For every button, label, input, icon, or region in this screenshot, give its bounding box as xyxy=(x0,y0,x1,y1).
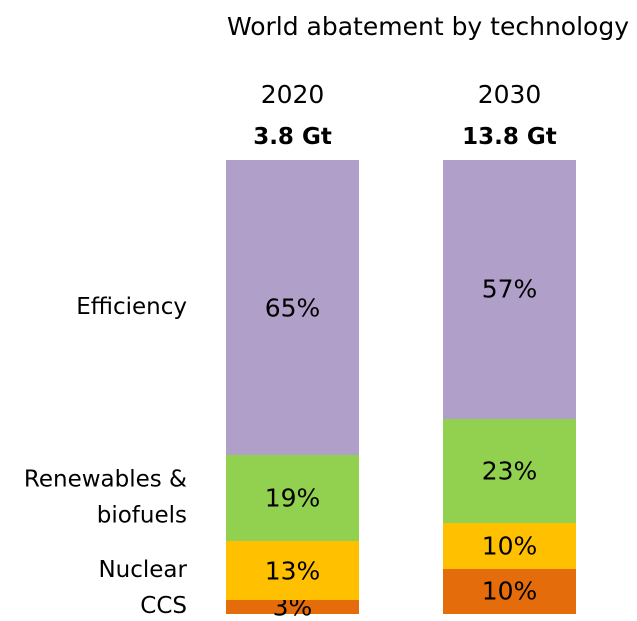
value-label: 10% xyxy=(481,576,538,606)
total-label: 13.8 Gt xyxy=(462,124,557,150)
series-label: CCS xyxy=(140,593,187,620)
series-label: Efficiency xyxy=(76,293,187,320)
chart-title: World abatement by technology xyxy=(226,12,629,41)
bar-segment xyxy=(443,160,576,419)
bar-segment xyxy=(226,541,359,601)
bar-segment xyxy=(226,160,359,456)
category-label: 2020 xyxy=(260,80,325,109)
value-label: 13% xyxy=(264,556,321,586)
bar-segment xyxy=(443,568,576,614)
bar-segment xyxy=(226,455,359,542)
bar-segment xyxy=(443,418,576,524)
bar-segment xyxy=(443,523,576,569)
bar-segment xyxy=(226,600,359,614)
value-label: 23% xyxy=(481,456,538,486)
value-label: 65% xyxy=(264,293,321,323)
series-label: Nuclear xyxy=(98,557,187,584)
value-label: 10% xyxy=(481,531,538,561)
value-label: 57% xyxy=(481,274,538,304)
category-label: 2030 xyxy=(477,80,542,109)
total-label: 3.8 Gt xyxy=(253,124,332,150)
series-label: Renewables & biofuels xyxy=(23,466,187,529)
value-label: 19% xyxy=(264,483,321,513)
